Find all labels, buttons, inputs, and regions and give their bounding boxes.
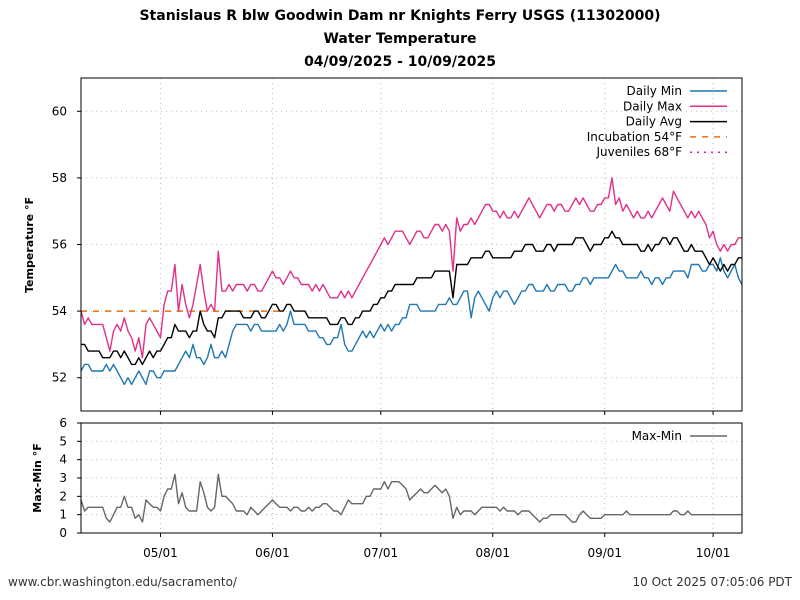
footer-timestamp: 10 Oct 2025 07:05:06 PDT [632,575,792,589]
temperature-series [80,177,743,386]
footer-url[interactable]: www.cbr.washington.edu/sacramento/ [8,575,237,589]
legend-label-incubation-54-f: Incubation 54°F [587,130,682,144]
temperature-x-ticks [159,411,714,415]
y-tick-label: 0 [59,526,67,540]
y-tick-label: 52 [52,371,67,385]
y-tick-label: 60 [52,104,67,118]
range-y-ticks: 0 1 2 3 4 5 6 [59,416,81,540]
series-line-daily-max [80,177,742,359]
series-line-daily-avg [81,230,742,366]
range-x-ticks: 05/01 06/01 07/01 08/01 09/01 10/01 [143,533,730,560]
series-line-max-min [80,473,742,523]
y-tick-label: 58 [52,171,67,185]
range-legend: Max-Min [632,429,727,443]
y-tick-label: 5 [59,434,67,448]
temperature-y-ticks: 52 54 56 58 60 [52,104,81,385]
x-tick-label: 06/01 [255,546,290,560]
y-tick-label: 54 [52,304,67,318]
legend-label-daily-max: Daily Max [623,99,682,113]
x-tick-label: 10/01 [696,546,731,560]
legend-label-max-min: Max-Min [632,429,682,443]
chart-title-line3: 04/09/2025 - 10/09/2025 [304,54,496,70]
chart-title-line1: Stanislaus R blw Goodwin Dam nr Knights … [139,8,660,24]
chart-title-line2: Water Temperature [323,31,476,47]
y-tick-label: 1 [59,508,67,522]
range-y-axis-label: Max-Min °F [31,443,44,512]
legend-label-daily-avg: Daily Avg [626,115,682,129]
y-tick-label: 56 [52,238,67,252]
legend-label-daily-min: Daily Min [627,84,682,98]
range-series [80,473,742,523]
legend-label-juveniles-68-f: Juveniles 68°F [595,145,682,159]
temperature-y-axis-label: Temperature °F [23,197,36,293]
x-tick-label: 08/01 [475,546,510,560]
series-line-daily-min [80,257,743,386]
y-tick-label: 4 [59,453,67,467]
y-tick-label: 2 [59,489,67,503]
y-tick-label: 6 [59,416,67,430]
y-tick-label: 3 [59,471,67,485]
x-tick-label: 07/01 [364,546,399,560]
x-tick-label: 05/01 [143,546,178,560]
x-tick-label: 09/01 [587,546,622,560]
